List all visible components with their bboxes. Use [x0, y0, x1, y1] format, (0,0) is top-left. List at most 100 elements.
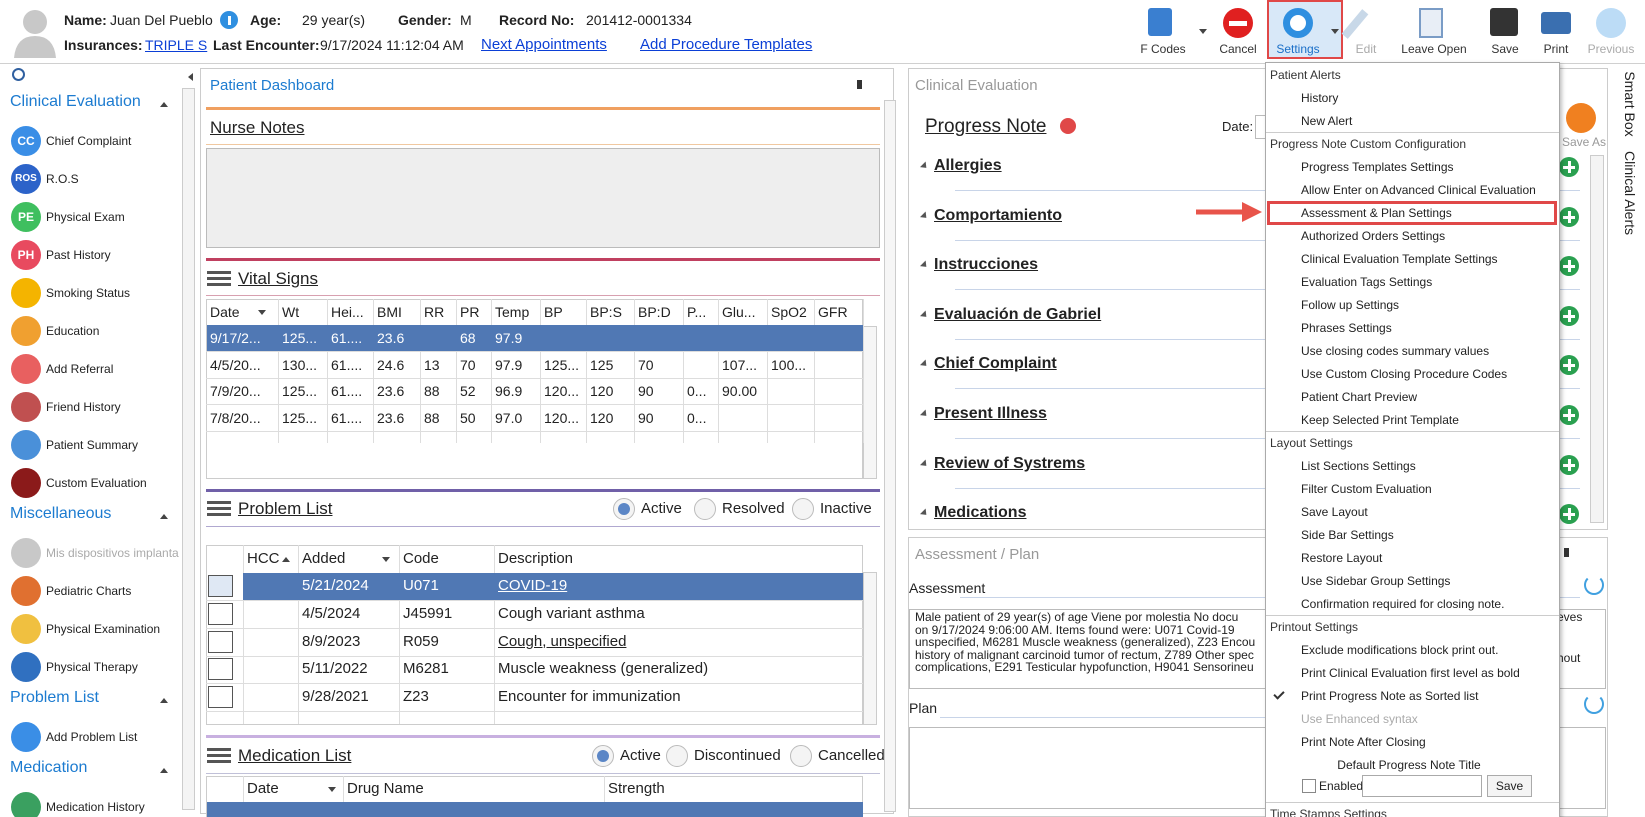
- row-checkbox[interactable]: [208, 658, 233, 681]
- sidebar-item[interactable]: Mis dispositivos implanta: [46, 546, 179, 560]
- sidebar-section[interactable]: Problem List: [10, 689, 99, 706]
- clinical-section[interactable]: Review of Systrems: [934, 454, 1086, 472]
- cell: 125...: [282, 383, 318, 399]
- toolbar-button[interactable]: Settings: [1276, 42, 1320, 56]
- sidebar-item[interactable]: R.O.S: [46, 172, 79, 186]
- toolbar-button[interactable]: Save: [1491, 42, 1519, 56]
- sidebar-item[interactable]: Medication History: [46, 800, 145, 814]
- menu-item[interactable]: Print Clinical Evaluation first level as…: [1301, 666, 1520, 680]
- menu-item[interactable]: Authorized Orders Settings: [1301, 229, 1446, 243]
- menu-item[interactable]: Exclude modifications block print out.: [1301, 643, 1499, 657]
- side-tab[interactable]: Clinical Alerts: [1622, 150, 1638, 236]
- header-link[interactable]: Next Appointments: [481, 36, 607, 53]
- menu-item[interactable]: Print Progress Note as Sorted list: [1301, 689, 1479, 703]
- toolbar-button[interactable]: Previous: [1587, 42, 1635, 56]
- menu-item[interactable]: Confirmation required for closing note.: [1301, 597, 1505, 611]
- menu-item[interactable]: Clinical Evaluation Template Settings: [1301, 252, 1498, 266]
- sidebar-item[interactable]: Friend History: [46, 400, 121, 414]
- row-checkbox[interactable]: [208, 602, 233, 625]
- sidebar-section[interactable]: Medication: [10, 759, 88, 776]
- nurse-notes-box[interactable]: [206, 148, 880, 248]
- toolbar-button[interactable]: Print: [1543, 42, 1569, 56]
- checkbox-label[interactable]: Enabled: [1319, 779, 1364, 793]
- sidebar-item[interactable]: Pediatric Charts: [46, 584, 132, 598]
- radio-button[interactable]: [666, 745, 688, 767]
- menu-item[interactable]: Assessment & Plan Settings: [1301, 206, 1452, 220]
- clinical-section[interactable]: Evaluación de Gabriel: [934, 305, 1102, 323]
- sidebar-section[interactable]: Clinical Evaluation: [10, 93, 141, 110]
- sidebar-section[interactable]: Miscellaneous: [10, 505, 112, 522]
- menu-item[interactable]: Restore Layout: [1301, 551, 1383, 565]
- menu-item[interactable]: Progress Templates Settings: [1301, 160, 1454, 174]
- sidebar-item[interactable]: Physical Examination: [46, 622, 161, 636]
- clinical-section[interactable]: Medications: [934, 504, 1027, 522]
- menu-item[interactable]: Evaluation Tags Settings: [1301, 275, 1433, 289]
- radio-label[interactable]: Active: [641, 500, 682, 517]
- menu-item[interactable]: History: [1301, 91, 1339, 105]
- dropdown-arrow: [1199, 29, 1207, 38]
- sidebar-item[interactable]: Past History: [46, 248, 111, 262]
- menu-item[interactable]: Patient Chart Preview: [1301, 390, 1418, 404]
- radio-label[interactable]: Cancelled: [818, 747, 885, 764]
- menu-item[interactable]: Follow up Settings: [1301, 298, 1400, 312]
- panel-title: Assessment / Plan: [915, 546, 1040, 563]
- menu-item[interactable]: Print Note After Closing: [1301, 735, 1426, 749]
- menu-item[interactable]: Use closing codes summary values: [1301, 344, 1490, 358]
- refresh-icon[interactable]: [1584, 694, 1604, 714]
- assessment-text: complications, E291 Testicular hypofunct…: [915, 660, 1254, 674]
- clinical-section[interactable]: Allergies: [934, 157, 1002, 174]
- save-button[interactable]: Save: [1487, 775, 1532, 797]
- column-header: BP:S: [590, 304, 622, 320]
- radio-button[interactable]: [790, 745, 812, 767]
- radio-label[interactable]: Discontinued: [694, 747, 781, 764]
- radio-label[interactable]: Resolved: [722, 500, 785, 517]
- sidebar-item[interactable]: Add Problem List: [46, 730, 138, 744]
- plan-box[interactable]: [909, 727, 1606, 809]
- toolbar-button[interactable]: F Codes: [1140, 42, 1186, 56]
- sidebar-item[interactable]: Smoking Status: [46, 286, 131, 300]
- menu-item[interactable]: Use Sidebar Group Settings: [1301, 574, 1451, 588]
- radio-button[interactable]: [694, 498, 716, 520]
- row-checkbox[interactable]: [208, 630, 233, 653]
- menu-item[interactable]: Keep Selected Print Template: [1301, 413, 1459, 427]
- sidebar-item[interactable]: Physical Therapy: [46, 660, 138, 674]
- menu-item[interactable]: List Sections Settings: [1301, 459, 1416, 473]
- menu-highlight[interactable]: [1267, 201, 1557, 225]
- menu-item[interactable]: Side Bar Settings: [1301, 528, 1394, 542]
- insurance-link[interactable]: TRIPLE S: [145, 37, 208, 53]
- clinical-section[interactable]: Instrucciones: [934, 256, 1039, 274]
- column-border: [278, 299, 279, 443]
- radio-button[interactable]: [792, 498, 814, 520]
- sidebar-item[interactable]: Chief Complaint: [46, 134, 132, 148]
- title-input[interactable]: [1362, 775, 1482, 797]
- side-tab[interactable]: Smart Box: [1622, 71, 1638, 137]
- sidebar-item[interactable]: Patient Summary: [46, 438, 139, 452]
- row-checkbox[interactable]: [208, 575, 233, 597]
- menu-item[interactable]: Use Custom Closing Procedure Codes: [1301, 367, 1508, 381]
- menu-item[interactable]: Save Layout: [1301, 505, 1368, 519]
- toolbar-button[interactable]: Cancel: [1219, 42, 1257, 56]
- header-link[interactable]: Add Procedure Templates: [640, 36, 813, 53]
- checkbox[interactable]: [1302, 779, 1316, 793]
- sidebar-item[interactable]: Custom Evaluation: [46, 476, 147, 490]
- description-link[interactable]: COVID-19: [498, 577, 568, 594]
- menu-item[interactable]: New Alert: [1301, 114, 1353, 128]
- clinical-section[interactable]: Comportamiento: [934, 206, 1062, 224]
- sidebar-item[interactable]: Add Referral: [46, 362, 114, 376]
- refresh-icon[interactable]: [1584, 575, 1604, 595]
- sidebar-item[interactable]: Education: [46, 324, 100, 338]
- sidebar-item[interactable]: Physical Exam: [46, 210, 125, 224]
- clinical-section[interactable]: Chief Complaint: [934, 355, 1057, 373]
- toolbar-button[interactable]: Edit: [1355, 42, 1377, 56]
- radio-label[interactable]: Active: [620, 747, 661, 764]
- menu-item[interactable]: Phrases Settings: [1301, 321, 1392, 335]
- row-checkbox[interactable]: [208, 686, 233, 709]
- menu-item[interactable]: Allow Enter on Advanced Clinical Evaluat…: [1301, 183, 1536, 197]
- description-link[interactable]: Cough, unspecified: [498, 632, 627, 650]
- menu-item[interactable]: Filter Custom Evaluation: [1301, 482, 1432, 496]
- toolbar-button[interactable]: Leave Open: [1401, 42, 1467, 56]
- clinical-section[interactable]: Present Illness: [934, 405, 1047, 422]
- remove-icon[interactable]: [1060, 118, 1076, 134]
- radio-label[interactable]: Inactive: [820, 500, 872, 517]
- save-as-icon[interactable]: [1566, 103, 1596, 133]
